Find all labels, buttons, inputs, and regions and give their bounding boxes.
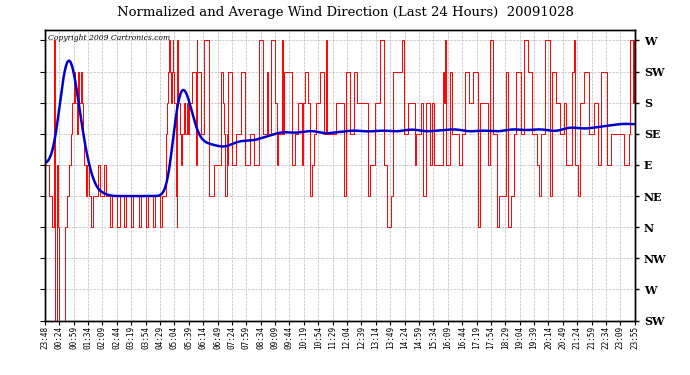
Text: Normalized and Average Wind Direction (Last 24 Hours)  20091028: Normalized and Average Wind Direction (L… — [117, 6, 573, 19]
Text: Copyright 2009 Cartronics.com: Copyright 2009 Cartronics.com — [48, 34, 170, 42]
